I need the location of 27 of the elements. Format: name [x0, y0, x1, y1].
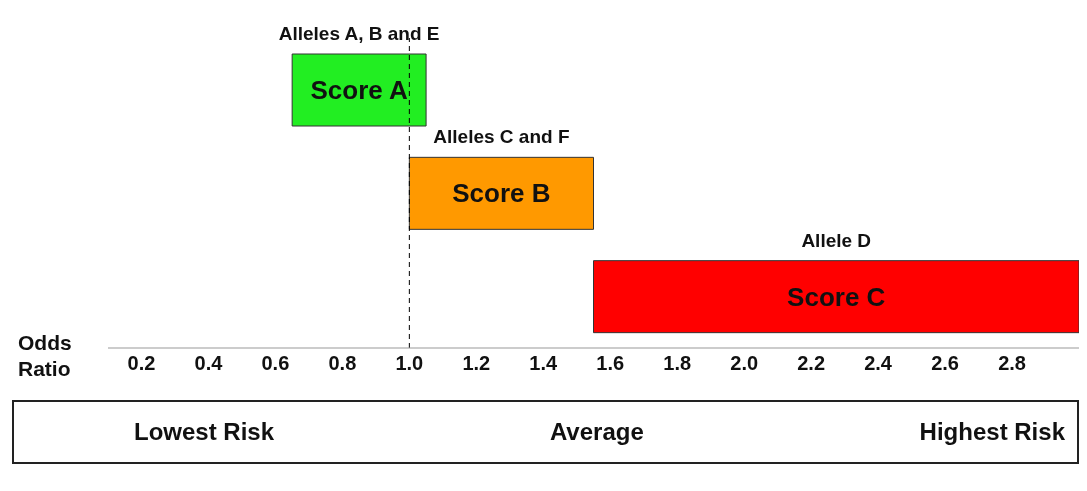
x-tick-label: 0.4 [194, 352, 224, 375]
x-tick-label: 0.2 [127, 352, 156, 375]
x-tick-label: 2.0 [730, 352, 759, 375]
x-tick-label: 1.6 [596, 352, 625, 375]
x-tick-label: 2.4 [864, 352, 893, 375]
text: Highest Risk [919, 418, 1065, 446]
x-tick-label: 1.8 [663, 352, 692, 375]
y-tick-label: Score A [310, 75, 408, 105]
x-axis-title: Odds Ratio [18, 331, 72, 380]
bar [291, 53, 427, 127]
annotation: Alleles A, B and E [278, 23, 440, 44]
annotation: Alleles C and F [433, 126, 570, 148]
x-tick-label: 1.4 [529, 352, 559, 375]
annotation: Allele D [801, 229, 872, 251]
x-tick-label: 0.6 [261, 352, 290, 375]
x-tick-label: 2.8 [998, 352, 1026, 375]
bar [593, 260, 1079, 334]
x-tick-label: 1.0 [395, 352, 424, 375]
x-tick-label: 1.2 [462, 352, 491, 375]
x-tick-label: 2.6 [931, 352, 959, 375]
bar [408, 156, 594, 230]
y-tick-label: Score C [787, 281, 886, 312]
y-tick-label: Score B [452, 178, 551, 209]
x-tick-label: 2.2 [797, 352, 826, 375]
text: Lowest Risk [134, 418, 275, 446]
text: Average [549, 418, 644, 446]
x-tick-label: 0.8 [328, 352, 357, 375]
